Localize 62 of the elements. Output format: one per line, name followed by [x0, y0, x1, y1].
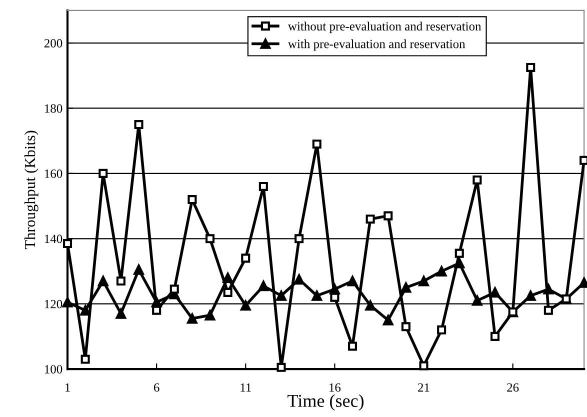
x-axis-title: Time (sec): [288, 394, 364, 411]
point: [258, 182, 268, 191]
point: [222, 272, 234, 283]
point: [294, 234, 304, 244]
point: [418, 276, 429, 286]
point: [258, 280, 269, 292]
x-tick-label: 26: [507, 383, 519, 392]
point: [98, 168, 108, 178]
point: [116, 308, 126, 319]
point: [419, 361, 428, 370]
point: [134, 120, 144, 130]
point: [347, 276, 358, 286]
point: [472, 295, 482, 306]
point: [400, 282, 412, 293]
point: [223, 288, 232, 297]
point: [134, 264, 144, 275]
point: [188, 195, 197, 204]
point: [80, 305, 91, 316]
y-tick-label: 140: [44, 234, 62, 244]
y-tick-label: 100: [44, 365, 62, 374]
point: [490, 332, 500, 341]
point: [240, 300, 251, 311]
point: [437, 325, 446, 334]
point: [382, 314, 394, 326]
point: [241, 254, 250, 263]
x-tick-label: 1: [65, 383, 70, 392]
legend-label: with pre-evaluation and reservation: [288, 39, 466, 51]
point: [276, 290, 286, 301]
x-tick-label: 11: [240, 383, 251, 392]
point: [365, 300, 376, 311]
y-axis-title: Throughput (Kbits): [24, 130, 38, 250]
x-tick-label: 21: [418, 383, 430, 392]
point: [348, 342, 358, 351]
point: [472, 175, 482, 184]
point: [490, 287, 500, 298]
y-tick-label: 200: [44, 39, 62, 48]
point: [170, 284, 179, 294]
point: [401, 322, 410, 332]
point: [525, 290, 536, 301]
point: [384, 211, 393, 220]
point: [80, 354, 90, 364]
point: [312, 290, 322, 301]
point: [98, 276, 108, 286]
x-tick-label: 6: [154, 383, 160, 392]
point: [312, 140, 322, 149]
point: [62, 297, 73, 308]
y-tick-label: 160: [44, 169, 62, 178]
point: [526, 62, 536, 72]
point: [276, 362, 286, 372]
point: [366, 214, 375, 224]
point: [204, 310, 216, 320]
y-tick-label: 120: [44, 300, 62, 308]
point: [294, 274, 304, 285]
point: [205, 234, 215, 244]
point: [116, 276, 126, 286]
point: [186, 313, 198, 324]
y-tick-label: 180: [44, 104, 62, 113]
point: [454, 248, 464, 258]
point: [436, 266, 447, 276]
legend-label: without pre-evaluation and reservation: [288, 22, 482, 34]
point: [544, 306, 553, 315]
x-tick-label: 16: [330, 383, 341, 392]
